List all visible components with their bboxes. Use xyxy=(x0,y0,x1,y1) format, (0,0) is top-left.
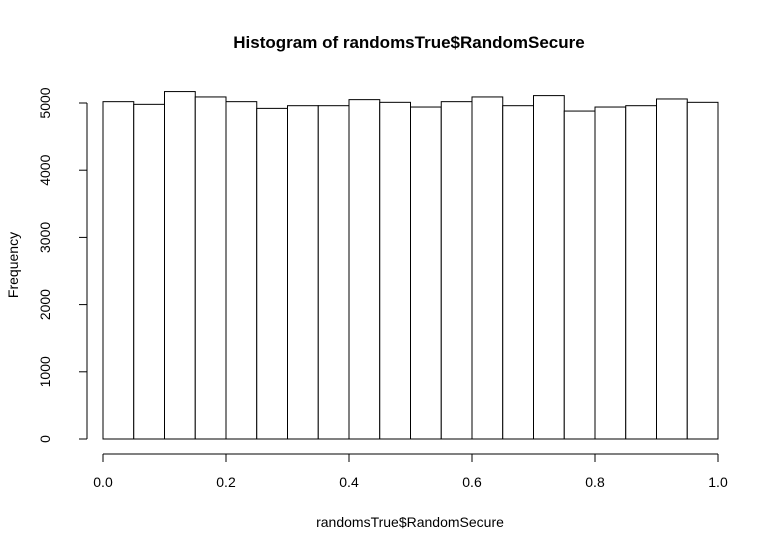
histogram-bar-4 xyxy=(225,101,258,440)
x-tick-label-1: 0.2 xyxy=(216,474,236,490)
histogram-bar-8 xyxy=(348,99,381,440)
histogram-bar-6 xyxy=(287,105,319,440)
x-tick-label-2: 0.4 xyxy=(339,474,359,490)
histogram-bar-9 xyxy=(379,101,411,440)
histogram-bar-5 xyxy=(256,107,288,440)
histogram-bar-11 xyxy=(440,101,473,440)
histogram-bar-10 xyxy=(410,106,442,440)
histogram-bar-19 xyxy=(686,101,719,440)
y-tick-label-4: 4000 xyxy=(37,154,53,185)
x-tick-label-3: 0.6 xyxy=(462,474,482,490)
y-axis-label: Frequency xyxy=(5,232,21,298)
y-tick-label-1: 1000 xyxy=(37,356,53,387)
x-tick-label-4: 0.8 xyxy=(585,474,605,490)
y-tick-label-0: 0 xyxy=(37,435,53,443)
histogram-bar-13 xyxy=(502,105,534,440)
x-axis: 0.0 0.2 0.4 0.6 0.8 1.0 xyxy=(93,453,728,490)
histogram-bar-2 xyxy=(164,91,196,440)
x-axis-label: randomsTrue$RandomSecure xyxy=(316,514,504,530)
chart-title: Histogram of randomsTrue$RandomSecure xyxy=(233,33,584,52)
histogram-bar-17 xyxy=(625,105,657,440)
x-tick-label-0: 0.0 xyxy=(93,474,113,490)
histogram-bar-0 xyxy=(102,101,135,440)
histogram-bar-14 xyxy=(533,95,565,440)
histogram-bar-15 xyxy=(563,110,596,440)
histogram-bar-18 xyxy=(656,98,688,440)
y-axis: 0 1000 2000 3000 4000 5000 xyxy=(37,87,88,443)
histogram-bar-3 xyxy=(194,96,227,440)
y-tick-label-5: 5000 xyxy=(37,87,53,118)
bars-group xyxy=(102,91,719,440)
histogram-bar-16 xyxy=(594,106,627,440)
histogram-bar-12 xyxy=(471,96,504,440)
y-tick-label-3: 3000 xyxy=(37,222,53,253)
y-tick-label-2: 2000 xyxy=(37,289,53,320)
histogram-bar-1 xyxy=(133,103,165,440)
histogram-bar-7 xyxy=(317,105,350,440)
x-tick-label-5: 1.0 xyxy=(708,474,728,490)
